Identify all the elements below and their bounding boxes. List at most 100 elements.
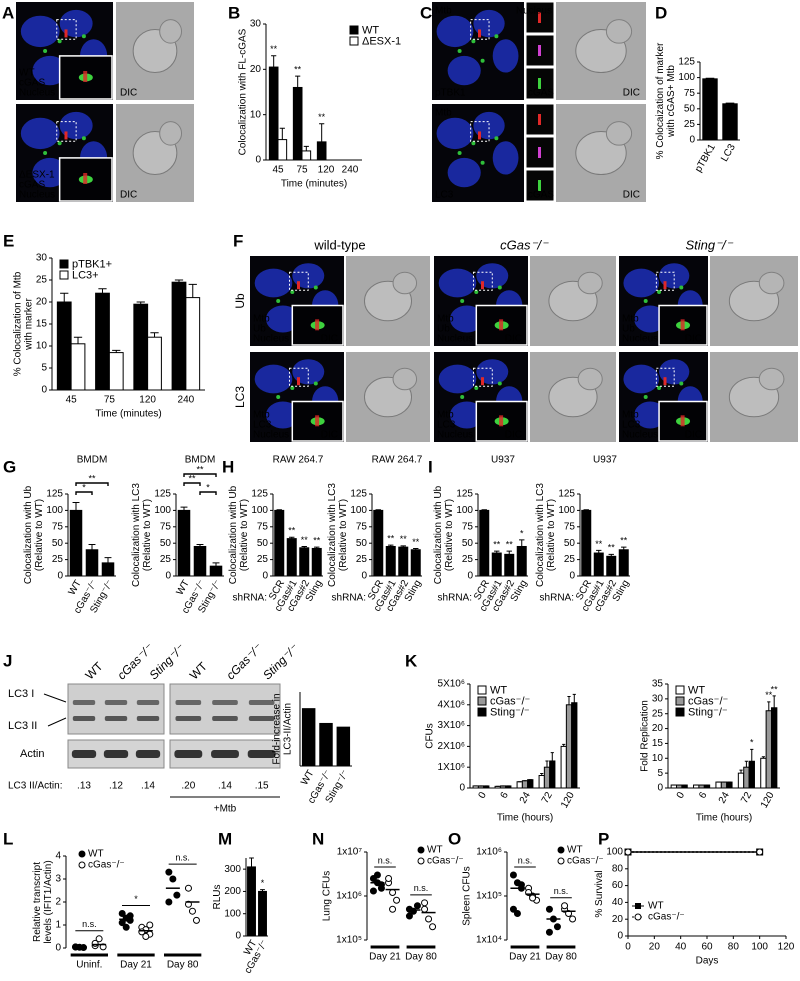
data-point bbox=[369, 887, 377, 895]
channel-label: Mtb bbox=[253, 314, 270, 325]
data-point bbox=[393, 896, 401, 904]
bar bbox=[101, 562, 115, 577]
legend-marker bbox=[417, 846, 425, 854]
y-tick-label: 0 bbox=[657, 783, 663, 794]
y-tick-label: 125 bbox=[350, 489, 367, 500]
channel-label: Mtb bbox=[253, 410, 270, 421]
significance: ** bbox=[771, 684, 779, 694]
bar bbox=[571, 702, 578, 789]
error-bar bbox=[550, 752, 554, 761]
green-stain bbox=[43, 49, 48, 53]
y-tick-label: 50 bbox=[356, 538, 368, 549]
row-label: Ub bbox=[233, 293, 247, 309]
y-tick-label: 25 bbox=[462, 554, 474, 565]
y-tick-label: 0 bbox=[235, 931, 241, 942]
y-tick-label: 75 bbox=[52, 521, 64, 532]
bar bbox=[543, 766, 551, 789]
y-tick-label: 75 bbox=[684, 88, 696, 99]
data-point bbox=[509, 905, 517, 913]
data-point bbox=[405, 912, 413, 920]
bar bbox=[560, 745, 567, 789]
bar bbox=[516, 781, 523, 789]
bar bbox=[133, 303, 149, 391]
green-stain bbox=[81, 136, 86, 141]
green-stain bbox=[290, 290, 295, 294]
data-point bbox=[425, 915, 433, 923]
error-bar bbox=[400, 545, 406, 548]
legend-label: cGas⁻/⁻ bbox=[567, 856, 604, 867]
lane-label: Sting⁻/⁻ bbox=[146, 641, 188, 683]
ratio-value: .12 bbox=[109, 781, 123, 792]
mtb-stain bbox=[481, 281, 484, 290]
band-actin bbox=[174, 750, 203, 758]
legend-swatch bbox=[59, 270, 69, 280]
nucleus-stain bbox=[449, 401, 484, 429]
zoom-box bbox=[470, 121, 490, 142]
data-point bbox=[184, 884, 192, 892]
error-bar bbox=[136, 301, 145, 305]
bar bbox=[247, 866, 256, 937]
significance: n.s. bbox=[82, 919, 97, 929]
blot-lc3 bbox=[169, 683, 281, 735]
y-tick-label: 75 bbox=[356, 521, 368, 532]
bar bbox=[581, 509, 592, 577]
legend-label: ΔESX-1 bbox=[362, 35, 401, 47]
dic-label: DIC bbox=[685, 430, 702, 441]
channel-label: Mtb bbox=[437, 314, 454, 325]
error-bar bbox=[545, 760, 549, 768]
nucleus-stain bbox=[292, 263, 325, 289]
channel-label: Mtb bbox=[437, 410, 454, 421]
channel-label: Nucleus bbox=[253, 334, 289, 345]
significance: n.s. bbox=[554, 886, 569, 896]
y-axis-label: RLUs bbox=[212, 884, 223, 909]
y-axis-label: Colocalization with LC3 bbox=[535, 483, 546, 587]
y-tick-label: 30 bbox=[36, 253, 48, 264]
chart-title: RAW 264.7 bbox=[372, 455, 423, 466]
band-label: LC3 I bbox=[8, 688, 34, 700]
nucleus-stain bbox=[436, 15, 474, 48]
bar bbox=[565, 704, 573, 789]
x-axis-label: Days bbox=[696, 956, 719, 967]
green-stain bbox=[57, 141, 62, 146]
panel-letter: P bbox=[598, 829, 609, 848]
channel-label: cGAS bbox=[528, 190, 554, 201]
y-tick-label: 50 bbox=[684, 103, 696, 114]
legend-label: cGas⁻/⁻ bbox=[688, 695, 729, 707]
error-bar bbox=[596, 549, 602, 554]
bar bbox=[726, 781, 733, 789]
inset-red bbox=[83, 70, 88, 82]
y-tick-label: 100 bbox=[456, 505, 473, 516]
y-axis-label: Fold-increase in bbox=[272, 693, 283, 764]
legend-label: Sting⁻/⁻ bbox=[688, 706, 728, 718]
mtb-stain bbox=[64, 29, 68, 38]
y-tick-label: 0 bbox=[57, 571, 63, 582]
x-axis-label: shRNA: bbox=[540, 593, 574, 604]
data-point bbox=[126, 912, 134, 920]
significance: ** bbox=[765, 690, 773, 700]
y-axis-label: Fold Replication bbox=[639, 700, 650, 772]
inset-signal bbox=[538, 147, 541, 158]
data-point bbox=[513, 910, 521, 918]
nucleus-stain bbox=[634, 305, 667, 333]
error-bar bbox=[196, 544, 204, 547]
x-tick-label: 75 bbox=[104, 395, 116, 406]
nucleus-stain bbox=[623, 268, 660, 298]
green-stain bbox=[276, 395, 281, 399]
inset-red bbox=[315, 415, 320, 427]
x-tick-label: 240 bbox=[178, 395, 195, 406]
column-header: Sting⁻/⁻ bbox=[686, 237, 734, 252]
significance: ** bbox=[196, 464, 204, 474]
x-tick-label: 45 bbox=[66, 395, 78, 406]
y-axis-label: with cGAS+ Mtb bbox=[666, 65, 677, 138]
x-tick-label: LC3 bbox=[719, 142, 738, 164]
dic-label: DIC bbox=[685, 334, 702, 345]
y-tick-label: 0 bbox=[262, 571, 268, 582]
channel-label: LC3 bbox=[435, 190, 454, 201]
panel-letter: K bbox=[405, 651, 418, 670]
inset-image bbox=[658, 400, 708, 442]
green-stain bbox=[497, 381, 502, 386]
ratio-value: .14 bbox=[141, 781, 155, 792]
error-bar bbox=[295, 75, 301, 88]
bar bbox=[311, 547, 322, 577]
x-tick-label: 100 bbox=[751, 942, 768, 953]
